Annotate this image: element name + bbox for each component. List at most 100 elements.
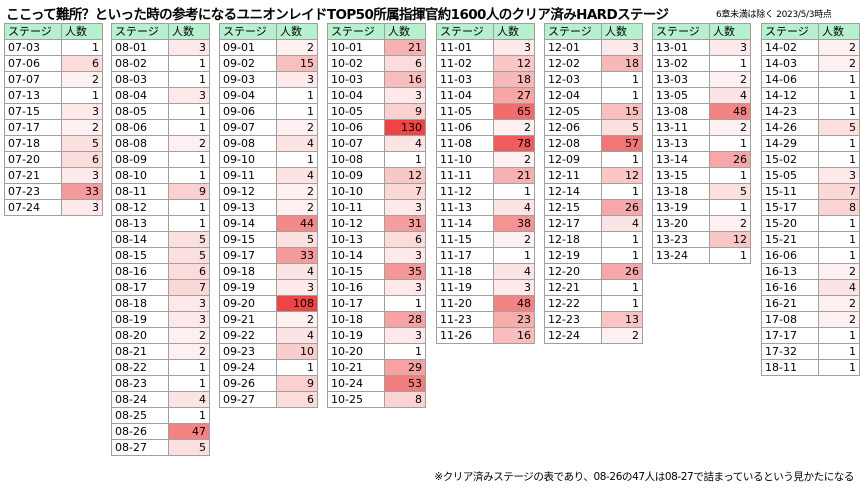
table-row: 11-18 4 (436, 263, 535, 280)
stage-cell: 08-19 (111, 311, 169, 328)
table-row: 08-13 1 (111, 215, 210, 232)
count-cell: 2 (709, 71, 751, 88)
table-row: 10-12 31 (327, 215, 426, 232)
count-cell: 5 (276, 231, 318, 248)
table-row: 14-12 1 (761, 87, 860, 104)
stage-cell: 09-13 (219, 199, 277, 216)
stage-cell: 14-12 (761, 87, 819, 104)
count-cell: 3 (384, 247, 426, 264)
table-row: 10-02 6 (327, 55, 426, 72)
count-cell: 33 (61, 183, 103, 200)
table-row: 11-02 12 (436, 55, 535, 72)
table-row: 10-06 130 (327, 119, 426, 136)
table-row: 08-19 3 (111, 311, 210, 328)
count-cell: 3 (61, 167, 103, 184)
count-cell: 1 (601, 87, 643, 104)
stage-column-header: ステージ (652, 23, 710, 40)
table-header-row: ステージ 人数 (219, 23, 318, 40)
stage-cell: 13-05 (652, 87, 710, 104)
count-cell: 48 (709, 103, 751, 120)
count-cell: 3 (709, 39, 751, 56)
stage-cell: 11-05 (436, 103, 494, 120)
stage-cell: 09-18 (219, 263, 277, 280)
stage-cell: 08-23 (111, 375, 169, 392)
count-cell: 15 (601, 103, 643, 120)
count-column-header: 人数 (276, 23, 318, 40)
stage-cell: 08-15 (111, 247, 169, 264)
stage-cell: 08-21 (111, 343, 169, 360)
table-row: 11-04 27 (436, 87, 535, 104)
count-cell: 5 (709, 183, 751, 200)
count-cell: 33 (276, 247, 318, 264)
table-row: 12-06 5 (544, 119, 643, 136)
count-cell: 4 (276, 327, 318, 344)
table-row: 08-12 1 (111, 199, 210, 216)
count-cell: 3 (818, 167, 860, 184)
stage-cell: 08-25 (111, 407, 169, 424)
stage-cell: 08-12 (111, 199, 169, 216)
table-row: 12-17 4 (544, 215, 643, 232)
count-cell: 2 (493, 119, 535, 136)
stage-cell: 11-03 (436, 71, 494, 88)
table-row: 13-18 5 (652, 183, 751, 200)
count-cell: 1 (493, 183, 535, 200)
table-row: 11-11 21 (436, 167, 535, 184)
count-cell: 44 (276, 215, 318, 232)
count-cell: 2 (61, 119, 103, 136)
count-column-header: 人数 (818, 23, 860, 40)
stage-cell: 10-04 (327, 87, 385, 104)
count-cell: 1 (818, 71, 860, 88)
table-row: 08-26 47 (111, 423, 210, 440)
table-row: 16-21 2 (761, 295, 860, 312)
count-cell: 9 (384, 103, 426, 120)
count-cell: 1 (601, 295, 643, 312)
stage-cell: 09-21 (219, 311, 277, 328)
table-row: 08-20 2 (111, 327, 210, 344)
stage-cell: 08-11 (111, 183, 169, 200)
table-row: 10-14 3 (327, 247, 426, 264)
stage-cell: 08-08 (111, 135, 169, 152)
count-cell: 1 (601, 279, 643, 296)
stage-column-header: ステージ (761, 23, 819, 40)
stage-cell: 12-15 (544, 199, 602, 216)
table-row: 08-14 5 (111, 231, 210, 248)
table-row: 14-02 2 (761, 39, 860, 56)
stage-column-header: ステージ (4, 23, 62, 40)
stage-cell: 13-24 (652, 247, 710, 264)
count-cell: 48 (493, 295, 535, 312)
stage-cell: 11-04 (436, 87, 494, 104)
table-row: 15-17 8 (761, 199, 860, 216)
table-row: 15-02 1 (761, 151, 860, 168)
table-row: 08-16 6 (111, 263, 210, 280)
stage-cell: 13-19 (652, 199, 710, 216)
stage-cell: 11-10 (436, 151, 494, 168)
table-row: 08-10 1 (111, 167, 210, 184)
stage-cell: 12-20 (544, 263, 602, 280)
table-row: 10-17 1 (327, 295, 426, 312)
count-cell: 3 (61, 199, 103, 216)
table-row: 08-04 3 (111, 87, 210, 104)
count-cell: 3 (384, 87, 426, 104)
stage-cell: 16-06 (761, 247, 819, 264)
table-row: 14-26 5 (761, 119, 860, 136)
table-row: 12-05 15 (544, 103, 643, 120)
table-row: 12-01 3 (544, 39, 643, 56)
table-row: 10-04 3 (327, 87, 426, 104)
count-cell: 57 (601, 135, 643, 152)
stage-cell: 10-14 (327, 247, 385, 264)
stage-cell: 08-13 (111, 215, 169, 232)
table-row: 08-03 1 (111, 71, 210, 88)
table-row: 07-23 33 (4, 183, 103, 200)
table-row: 08-27 5 (111, 439, 210, 456)
table-row: 08-22 1 (111, 359, 210, 376)
table-row: 10-15 35 (327, 263, 426, 280)
stage-cell: 17-32 (761, 343, 819, 360)
stage-cell: 08-18 (111, 295, 169, 312)
stage-cell: 11-19 (436, 279, 494, 296)
stage-cell: 07-07 (4, 71, 62, 88)
count-cell: 3 (384, 327, 426, 344)
count-cell: 1 (493, 247, 535, 264)
stage-cell: 14-02 (761, 39, 819, 56)
stage-cell: 08-24 (111, 391, 169, 408)
count-cell: 1 (61, 39, 103, 56)
